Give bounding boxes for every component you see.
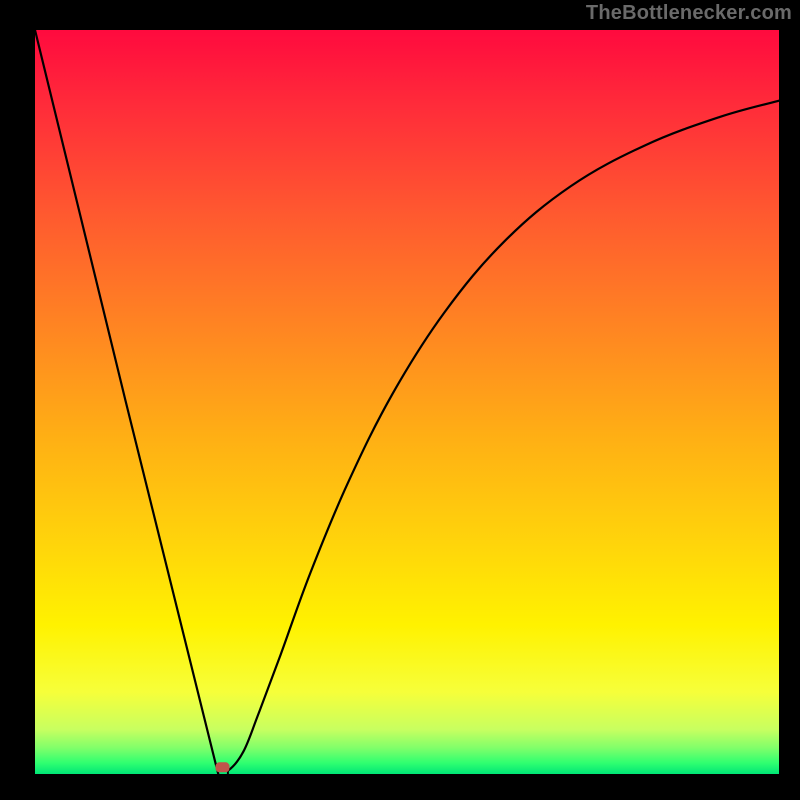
plot-background-gradient [35, 30, 779, 774]
chart-svg [0, 0, 800, 800]
chart-container: TheBottlenecker.com [0, 0, 800, 800]
optimum-marker [215, 762, 229, 772]
